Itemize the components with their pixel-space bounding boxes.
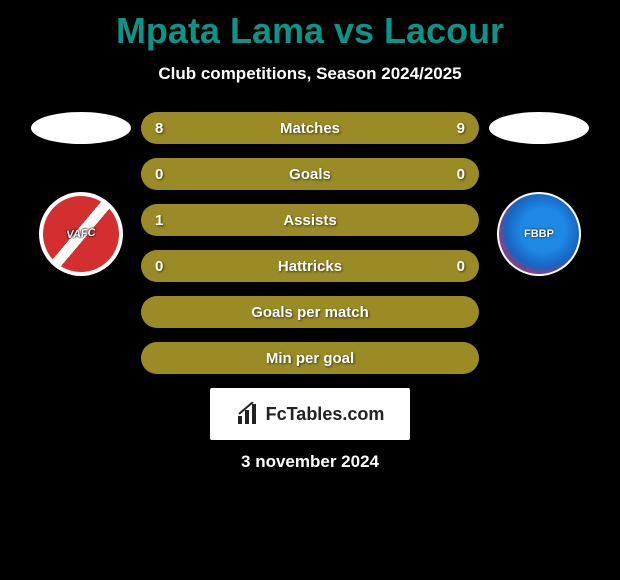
stat-right-value: 0 bbox=[457, 166, 465, 183]
comparison-card: Mpata Lama vs Lacour Club competitions, … bbox=[0, 0, 620, 580]
stat-label: Min per goal bbox=[266, 350, 354, 367]
stat-left-value: 1 bbox=[155, 212, 163, 229]
stat-label: Goals per match bbox=[251, 304, 369, 321]
main-area: VAFC 8 Matches 9 0 Goals 0 1 Assists 0 H… bbox=[0, 112, 620, 374]
right-player-column: FBBP bbox=[479, 112, 599, 276]
right-club-badge: FBBP bbox=[497, 192, 581, 276]
left-player-column: VAFC bbox=[21, 112, 141, 276]
player-photo-placeholder-right bbox=[489, 112, 589, 144]
stats-column: 8 Matches 9 0 Goals 0 1 Assists 0 Hattri… bbox=[141, 112, 479, 374]
stat-row-goals: 0 Goals 0 bbox=[141, 158, 479, 190]
stat-left-value: 8 bbox=[155, 120, 163, 137]
stat-label: Goals bbox=[289, 166, 331, 183]
stat-left-value: 0 bbox=[155, 258, 163, 275]
stat-row-min-per-goal: Min per goal bbox=[141, 342, 479, 374]
page-title: Mpata Lama vs Lacour bbox=[116, 10, 504, 52]
stat-row-hattricks: 0 Hattricks 0 bbox=[141, 250, 479, 282]
stat-right-value: 0 bbox=[457, 258, 465, 275]
stat-row-matches: 8 Matches 9 bbox=[141, 112, 479, 144]
stat-row-goals-per-match: Goals per match bbox=[141, 296, 479, 328]
player-photo-placeholder-left bbox=[31, 112, 131, 144]
chart-icon bbox=[236, 402, 260, 426]
comparison-date: 3 november 2024 bbox=[241, 452, 379, 472]
left-club-badge: VAFC bbox=[39, 192, 123, 276]
stat-left-value: 0 bbox=[155, 166, 163, 183]
stat-label: Assists bbox=[283, 212, 336, 229]
stat-row-assists: 1 Assists bbox=[141, 204, 479, 236]
stat-label: Matches bbox=[280, 120, 340, 137]
left-club-badge-label: VAFC bbox=[40, 193, 122, 275]
fctables-logo[interactable]: FcTables.com bbox=[210, 388, 410, 440]
stat-label: Hattricks bbox=[278, 258, 342, 275]
fctables-logo-text: FcTables.com bbox=[266, 404, 385, 425]
stat-right-value: 9 bbox=[457, 120, 465, 137]
subtitle: Club competitions, Season 2024/2025 bbox=[158, 64, 461, 84]
right-club-badge-label: FBBP bbox=[499, 194, 579, 274]
